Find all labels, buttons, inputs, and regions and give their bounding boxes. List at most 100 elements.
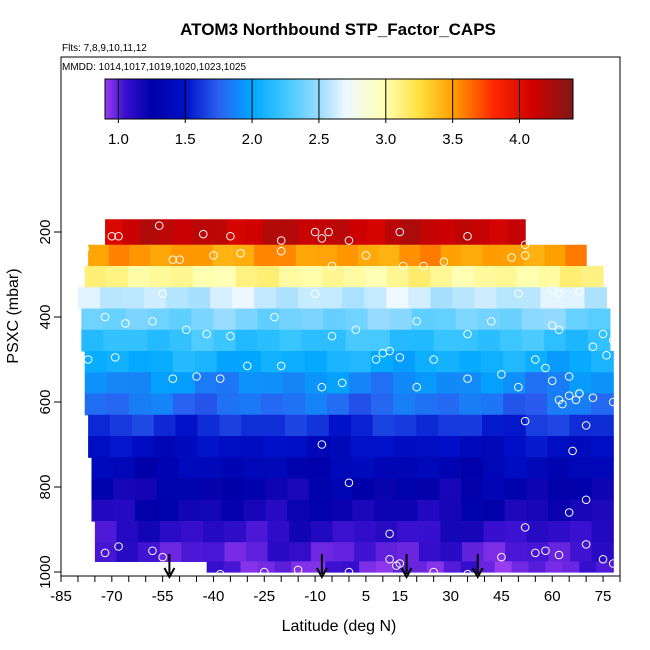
heatmap-cell xyxy=(246,521,269,543)
sample-point xyxy=(588,393,598,403)
heatmap-cell xyxy=(105,219,124,246)
flights-label: Flts: 7,8,9,10,11,12 xyxy=(62,43,147,54)
heatmap-cell xyxy=(472,219,491,246)
sample-point xyxy=(215,569,225,579)
heatmap-cell xyxy=(462,542,485,562)
chart-title: ATOM3 Northbound STP_Factor_CAPS xyxy=(180,20,496,39)
heatmap-cell xyxy=(477,561,496,573)
heatmap-cell xyxy=(241,436,264,458)
heatmap-cell xyxy=(194,372,218,395)
heatmap-cell xyxy=(315,219,334,246)
heatmap-cell xyxy=(394,436,417,458)
sample-point xyxy=(541,363,550,373)
heatmap-cell xyxy=(591,414,614,437)
heatmap-cell xyxy=(267,521,290,543)
sample-point xyxy=(554,289,564,298)
heatmap-cell xyxy=(504,457,527,480)
heatmap-cell xyxy=(587,308,611,331)
sample-point xyxy=(520,416,530,426)
x-tick-label: 45 xyxy=(493,588,510,605)
heatmap-cell xyxy=(477,308,501,331)
heatmap-cell xyxy=(389,308,413,331)
heatmap-cell xyxy=(370,372,394,395)
heatmap-cell xyxy=(452,287,475,310)
sample-point xyxy=(148,546,157,556)
heatmap-cell xyxy=(178,478,201,501)
heatmap-cell xyxy=(503,351,526,373)
heatmap-cell xyxy=(364,287,387,310)
heatmap-cell xyxy=(591,521,614,543)
heatmap-cell xyxy=(131,436,155,458)
sample-point xyxy=(361,251,371,260)
heatmap-cell xyxy=(372,414,396,437)
heatmap-cell xyxy=(374,499,397,522)
heatmap-cell xyxy=(304,393,328,416)
heatmap-cell xyxy=(525,436,549,458)
colorbar: 1.0 1.5 2.0 2.5 3.0 3.5 4.0 xyxy=(104,78,574,148)
heatmap-cell xyxy=(301,329,325,352)
heatmap-cell xyxy=(439,499,462,522)
x-tick-label: -10 xyxy=(304,588,326,605)
heatmap-cell xyxy=(420,244,442,267)
heatmap-cell xyxy=(547,351,570,373)
heatmap-cell xyxy=(397,542,420,562)
heatmap-cell xyxy=(191,308,215,331)
sample-point xyxy=(395,227,405,237)
sample-point xyxy=(385,346,394,356)
heatmap-cell xyxy=(169,329,193,352)
sample-point xyxy=(158,552,167,562)
sample-point xyxy=(608,336,618,345)
heatmap-cell xyxy=(156,478,180,501)
heatmap-cell xyxy=(262,219,281,246)
heatmap-cell xyxy=(569,457,593,480)
sample-point xyxy=(598,329,608,339)
heatmap-cell xyxy=(191,329,215,352)
sample-point xyxy=(602,350,611,360)
sample-point xyxy=(547,321,557,330)
heatmap-cell xyxy=(408,287,431,310)
heatmap-cell xyxy=(376,561,394,573)
heatmap-cell xyxy=(326,351,350,373)
heatmap-cell xyxy=(455,308,479,331)
x-axis: -85 -70 -55 -40 -25 -10 5 15 30 45 60 75 xyxy=(50,576,621,605)
sample-point xyxy=(215,374,225,383)
heatmap-cell xyxy=(127,266,151,288)
heatmap-cell xyxy=(140,219,159,246)
heatmap-cell xyxy=(223,561,242,573)
heatmap-cell xyxy=(178,457,201,480)
heatmap-cell xyxy=(330,457,353,480)
sample-point xyxy=(236,248,245,258)
heatmap-cell xyxy=(569,372,592,395)
sample-point xyxy=(107,231,117,241)
heatmap-cell xyxy=(106,393,130,416)
heatmap-cell xyxy=(169,308,193,331)
heatmap-cell xyxy=(495,266,518,288)
heatmap-cell xyxy=(461,478,484,501)
heatmap-cell xyxy=(591,436,614,458)
sample-point xyxy=(226,231,235,241)
sample-point xyxy=(520,240,530,250)
heatmap-cell xyxy=(569,499,593,522)
sample-point xyxy=(293,565,303,575)
colorbar-tick-label: 2.0 xyxy=(242,131,263,148)
heatmap-cell xyxy=(279,266,302,288)
x-tick-label: 75 xyxy=(595,588,612,605)
heatmap-cell xyxy=(460,561,479,573)
heatmap-cell xyxy=(330,499,353,522)
heatmap-cell xyxy=(342,287,365,310)
heatmap-cell xyxy=(260,393,284,416)
heatmap-cell xyxy=(426,561,445,573)
heatmap-cell xyxy=(192,219,211,246)
sample-point xyxy=(324,227,333,237)
heatmap-cell xyxy=(439,478,462,501)
sample-point xyxy=(564,508,574,517)
x-tick-label: -70 xyxy=(101,588,123,605)
heatmap-cell xyxy=(287,499,310,522)
heatmap-cell xyxy=(227,219,246,246)
heatmap-cell xyxy=(503,414,527,437)
heatmap-cell xyxy=(298,287,321,310)
heatmap-cell xyxy=(84,393,108,416)
heatmap-cell xyxy=(304,351,328,373)
heatmap-cell xyxy=(280,219,299,246)
heatmap-cell xyxy=(320,287,343,310)
